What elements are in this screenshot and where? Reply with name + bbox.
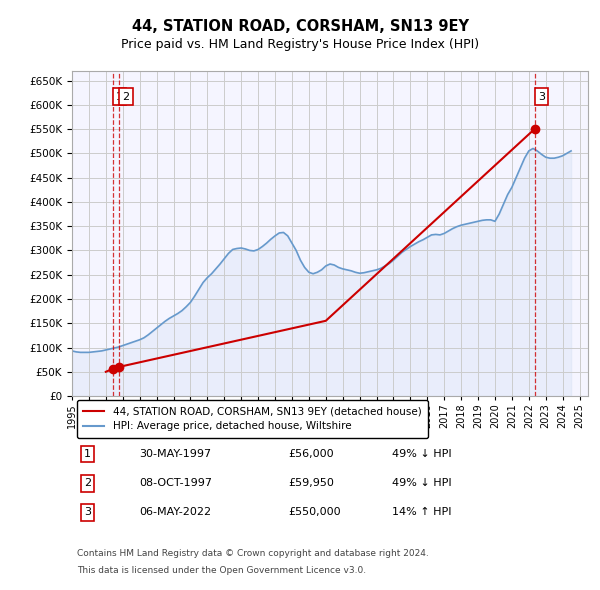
Text: 06-MAY-2022: 06-MAY-2022	[139, 507, 211, 517]
Text: Price paid vs. HM Land Registry's House Price Index (HPI): Price paid vs. HM Land Registry's House …	[121, 38, 479, 51]
Text: 44, STATION ROAD, CORSHAM, SN13 9EY: 44, STATION ROAD, CORSHAM, SN13 9EY	[131, 19, 469, 34]
Text: 3: 3	[84, 507, 91, 517]
Text: 3: 3	[538, 92, 545, 102]
Text: Contains HM Land Registry data © Crown copyright and database right 2024.: Contains HM Land Registry data © Crown c…	[77, 549, 429, 558]
Text: 2: 2	[84, 478, 91, 489]
Text: £550,000: £550,000	[289, 507, 341, 517]
Text: £59,950: £59,950	[289, 478, 335, 489]
Text: 30-MAY-1997: 30-MAY-1997	[139, 449, 211, 459]
Text: This data is licensed under the Open Government Licence v3.0.: This data is licensed under the Open Gov…	[77, 566, 366, 575]
Text: 14% ↑ HPI: 14% ↑ HPI	[392, 507, 451, 517]
Text: 49% ↓ HPI: 49% ↓ HPI	[392, 449, 452, 459]
Text: 08-OCT-1997: 08-OCT-1997	[139, 478, 212, 489]
Text: 49% ↓ HPI: 49% ↓ HPI	[392, 478, 452, 489]
Text: 1: 1	[116, 92, 123, 102]
Text: 2: 2	[122, 92, 130, 102]
Text: £56,000: £56,000	[289, 449, 334, 459]
Text: 1: 1	[84, 449, 91, 459]
Legend: 44, STATION ROAD, CORSHAM, SN13 9EY (detached house), HPI: Average price, detach: 44, STATION ROAD, CORSHAM, SN13 9EY (det…	[77, 400, 428, 438]
